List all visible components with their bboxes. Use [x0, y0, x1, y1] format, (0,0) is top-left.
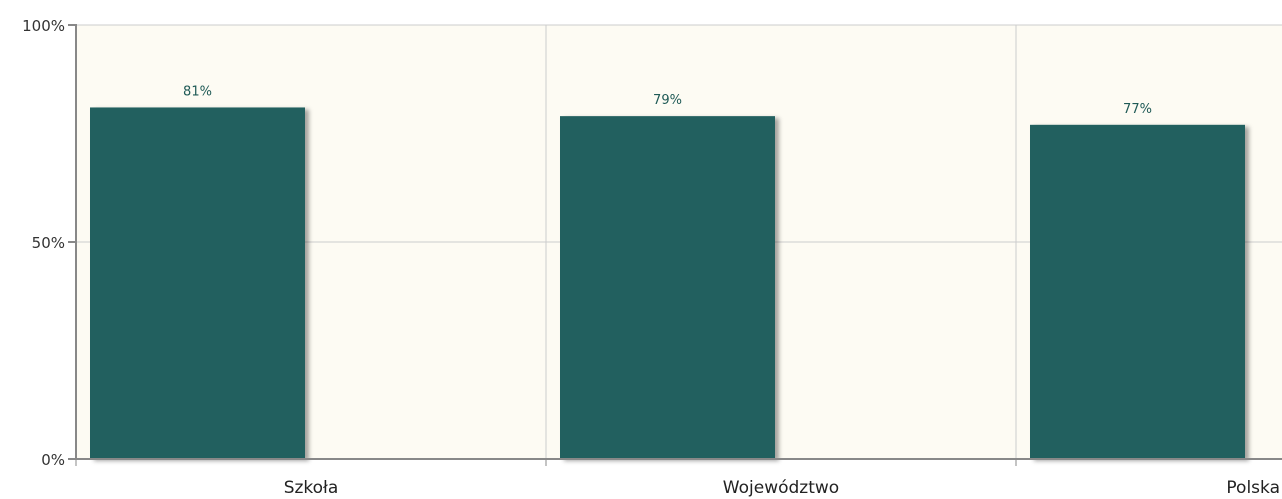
y-tick-label: 100% [22, 17, 65, 35]
bar [1030, 124, 1245, 459]
data-label: 77% [1123, 102, 1152, 117]
bar [560, 116, 775, 459]
category-label: Polska [1226, 478, 1280, 498]
bars [90, 107, 1245, 460]
category-label: Szkoła [284, 478, 339, 498]
y-tick-label: 50% [32, 234, 65, 252]
labels: 81% 79% 77% 0% 50% 100% Szkoła Województwo Polsk… [22, 17, 1280, 498]
bar [90, 107, 305, 460]
data-label: 79% [653, 93, 682, 108]
data-label: 81% [183, 84, 212, 99]
category-label: Województwo [723, 478, 839, 498]
axes [68, 24, 1282, 466]
y-tick-label: 0% [41, 451, 65, 469]
